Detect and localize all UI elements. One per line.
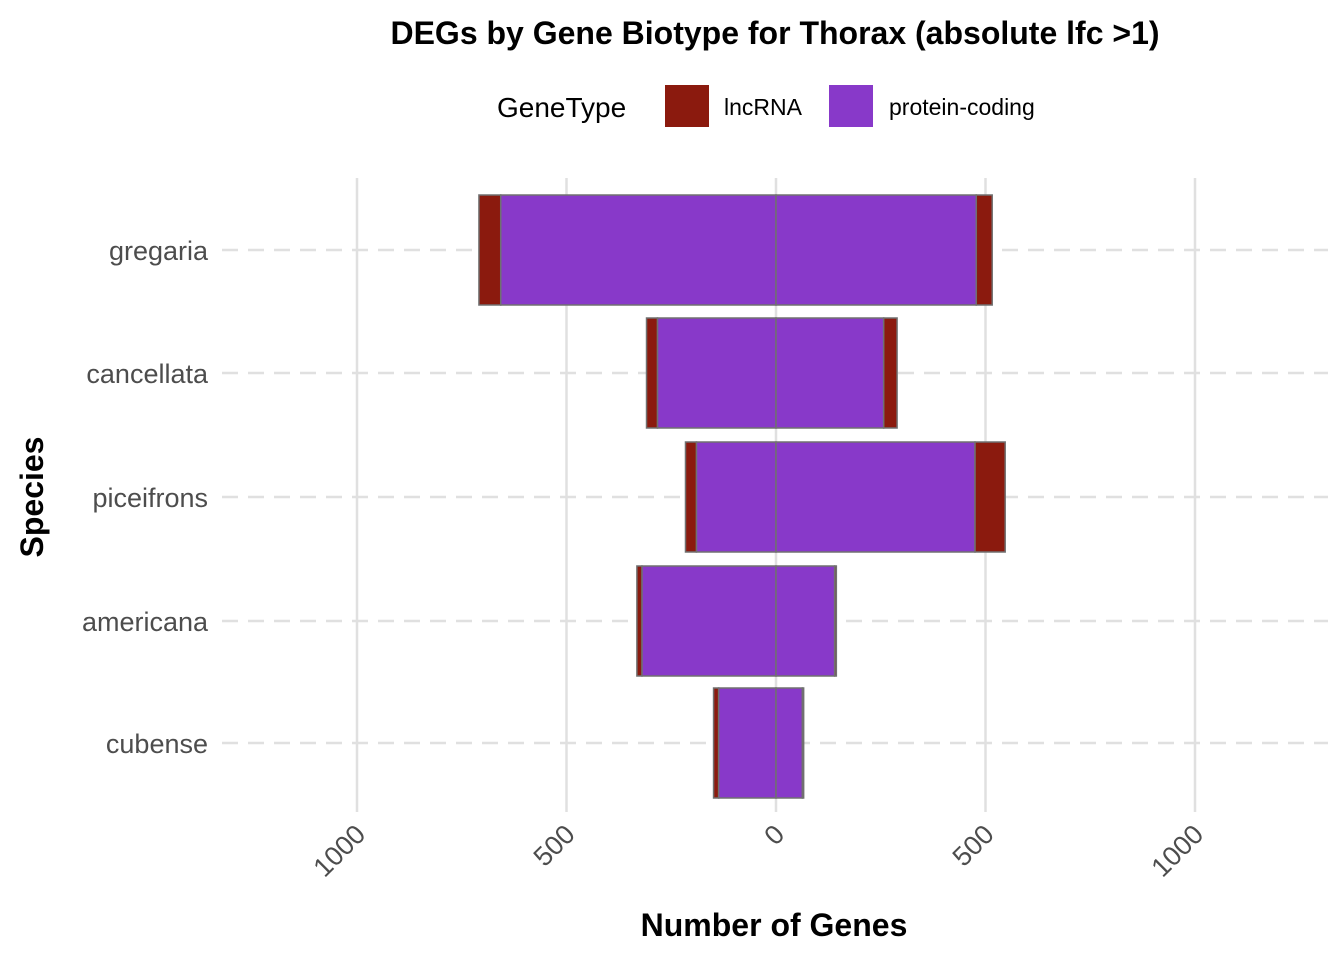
bar-lncrna-left-piceifrons	[684, 441, 698, 553]
bar-lncrna-left-americana	[636, 565, 643, 677]
legend-label-lncrna: lncRNA	[724, 94, 803, 120]
bar-lncrna-right-americana	[833, 565, 838, 677]
y-tick-label: cancellata	[86, 359, 209, 389]
x-axis-title: Number of Genes	[641, 907, 908, 943]
bar-lncrna-right-piceifrons	[974, 441, 1006, 553]
x-tick-label: 1000	[1146, 819, 1210, 883]
bar-lncrna-left-gregaria	[478, 194, 502, 306]
bar-protein-coding-left-cancellata	[656, 317, 777, 429]
x-tick-label: 500	[528, 819, 581, 872]
bar-protein-coding-left-gregaria	[499, 194, 777, 306]
bar-lncrna-right-cancellata	[882, 317, 898, 429]
legend-label-protein-coding: protein-coding	[889, 94, 1035, 120]
x-tick-label: 1000	[308, 819, 372, 883]
bar-protein-coding-right-cancellata	[775, 317, 885, 429]
bar-protein-coding-right-americana	[775, 565, 836, 677]
y-tick-labels: gregaria cancellata piceifrons americana cub…	[82, 236, 209, 759]
bar-lncrna-left-cubense	[712, 687, 720, 799]
y-tick-label: cubense	[106, 729, 208, 759]
bar-protein-coding-right-piceifrons	[775, 441, 976, 553]
legend-swatch-protein-coding	[829, 85, 873, 127]
chart-title: DEGs by Gene Biotype for Thorax (absolut…	[390, 15, 1159, 51]
y-tick-label: americana	[82, 607, 209, 637]
bar-lncrna-right-cubense	[801, 687, 805, 799]
legend: GeneType lncRNA protein-coding	[497, 85, 1035, 127]
y-axis-title: Species	[14, 437, 50, 558]
bar-protein-coding-right-gregaria	[775, 194, 978, 306]
bar-protein-coding-left-americana	[641, 565, 777, 677]
x-tick-label: 0	[758, 819, 790, 851]
bar-lncrna-left-cancellata	[645, 317, 659, 429]
bar-protein-coding-left-piceifrons	[695, 441, 777, 553]
y-tick-label: gregaria	[109, 236, 209, 266]
bar-protein-coding-right-cubense	[775, 687, 804, 799]
x-tick-labels: 1000 500 0 500 1000	[308, 819, 1210, 883]
bars	[478, 194, 1006, 799]
y-tick-label: piceifrons	[92, 483, 208, 513]
bar-protein-coding-left-cubense	[717, 687, 777, 799]
legend-swatch-lncrna	[665, 85, 709, 127]
legend-title: GeneType	[497, 92, 626, 123]
bar-lncrna-right-gregaria	[975, 194, 993, 306]
x-tick-label: 500	[947, 819, 1000, 872]
